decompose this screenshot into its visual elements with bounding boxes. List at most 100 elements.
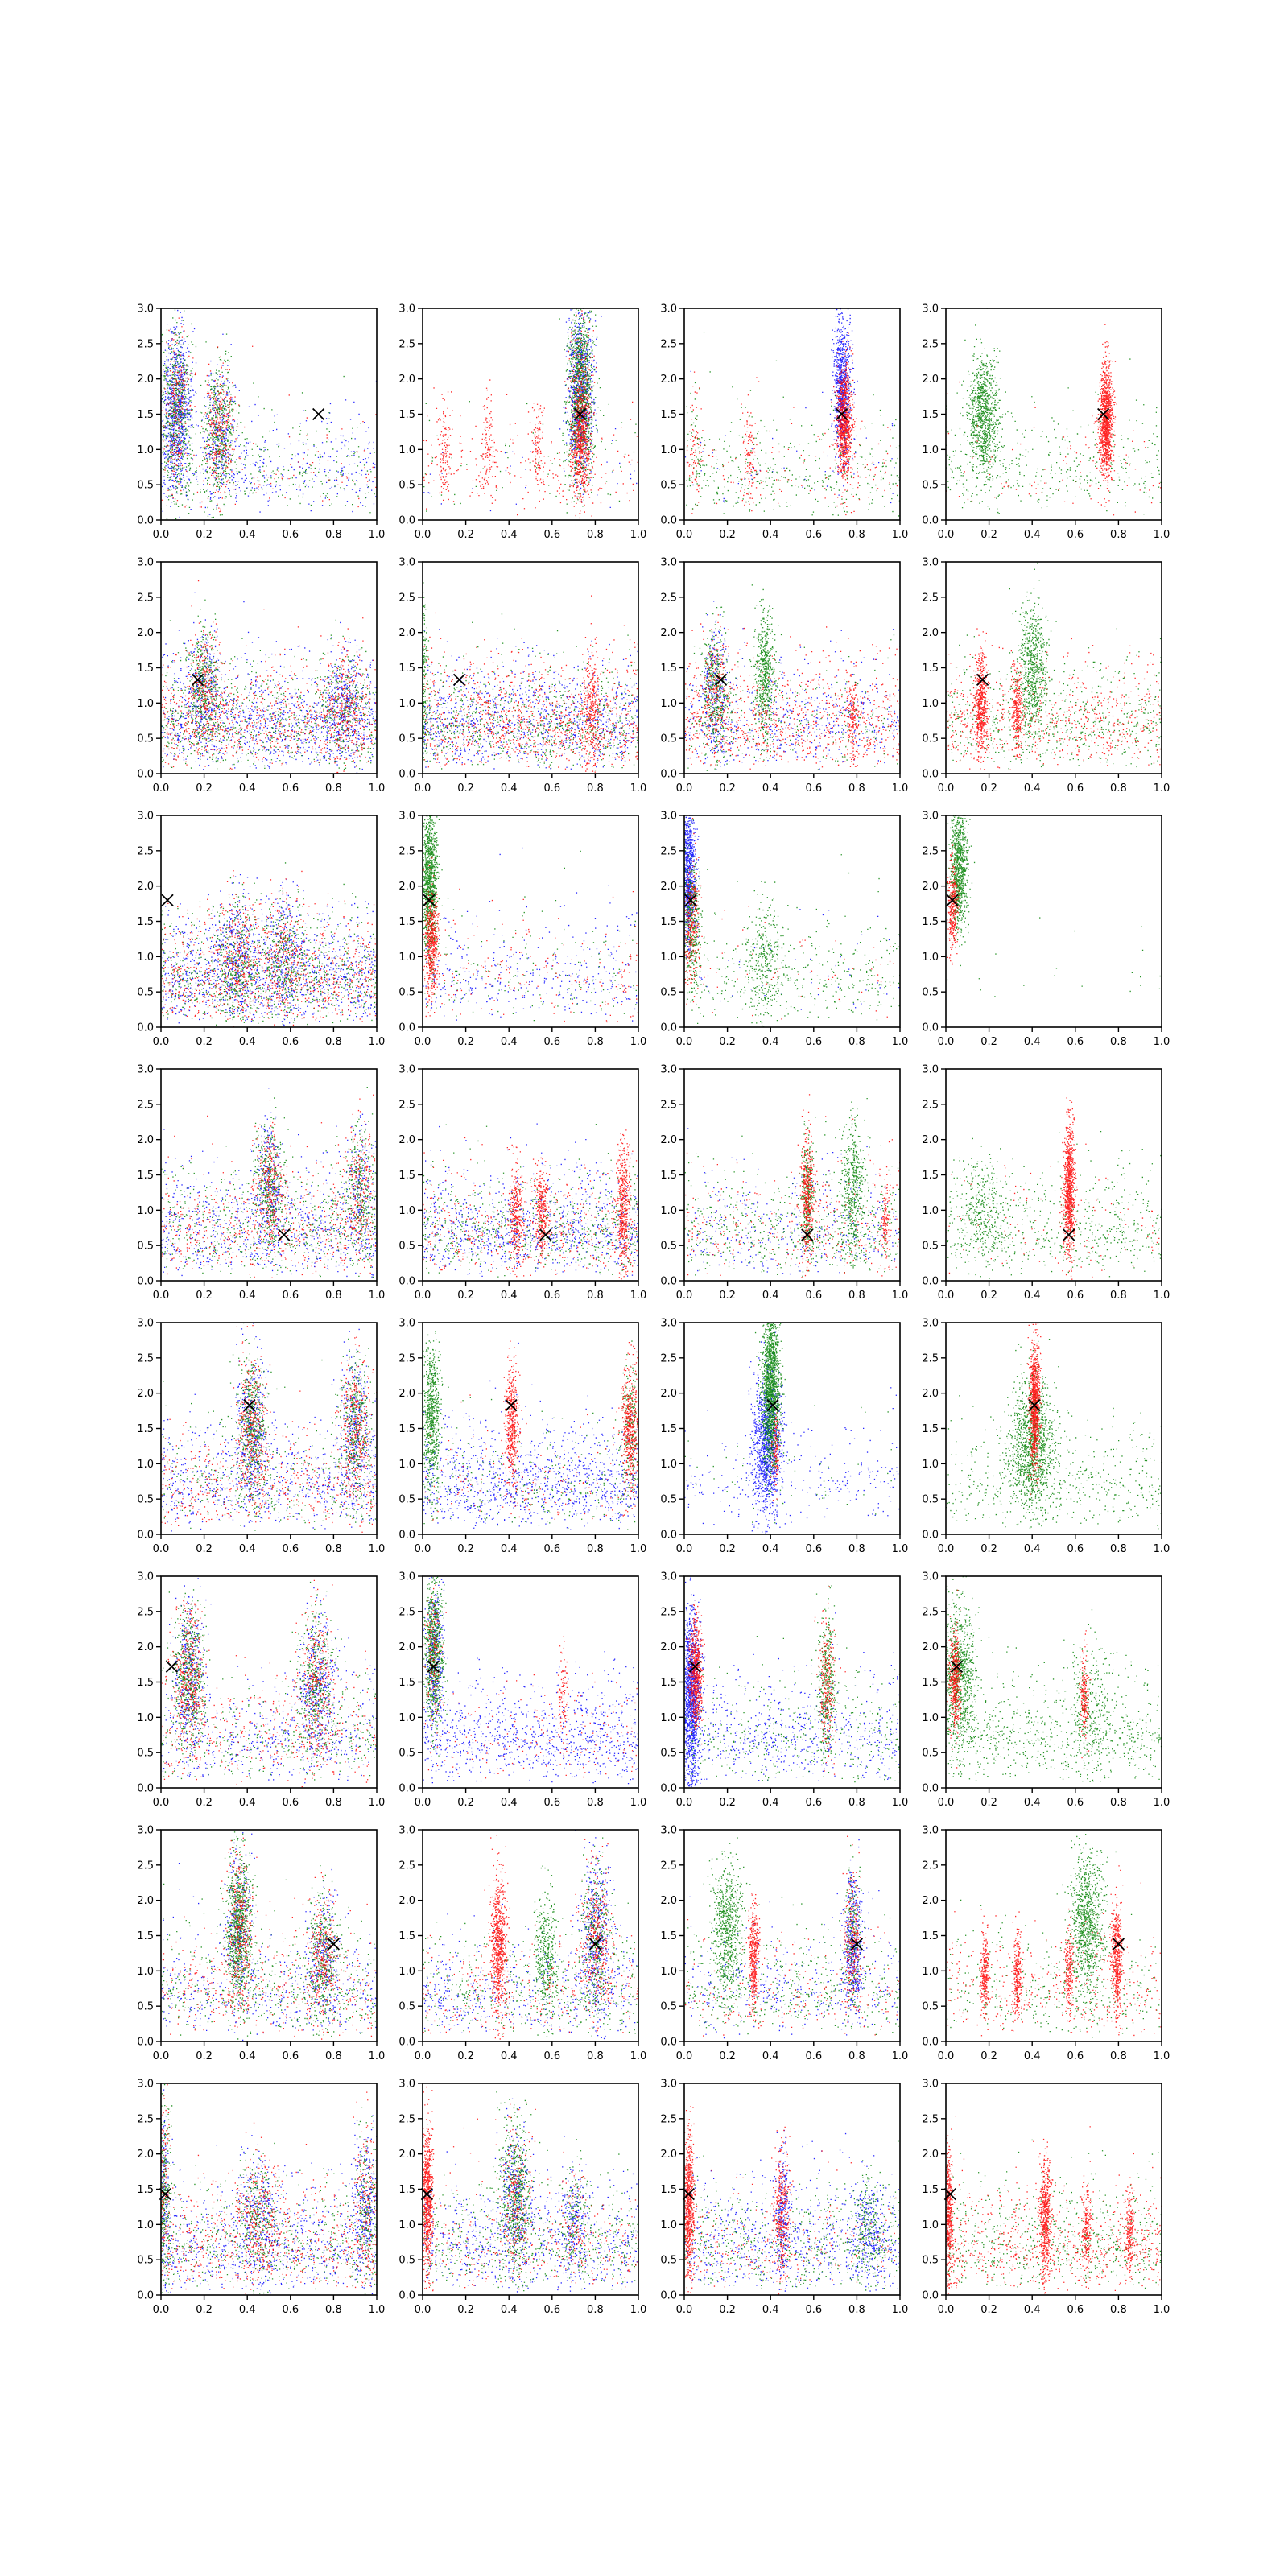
axes-frame: [161, 1830, 377, 2041]
y-tick-label: 3.0: [137, 1825, 154, 1837]
scatter-points: [684, 1253, 901, 1534]
y-tick-label: 2.5: [137, 592, 154, 604]
y-tick-label: 2.5: [660, 1099, 677, 1111]
y-tick-label: 3.0: [922, 811, 939, 823]
series-red: [162, 1838, 378, 2040]
x-tick-label: 0.8: [325, 2304, 342, 2316]
series-red: [162, 870, 378, 1026]
x-tick-label: 0.8: [587, 2050, 604, 2062]
x-tick-label: 0.8: [325, 2050, 342, 2062]
x-tick-label: 0.2: [196, 529, 213, 541]
x-tick-label: 0.6: [282, 1543, 299, 1555]
y-tick-label: 1.5: [660, 663, 677, 675]
x-tick-label: 0.0: [676, 1036, 693, 1048]
y-tick-label: 1.0: [660, 1712, 677, 1724]
y-tick-label: 2.5: [922, 1606, 939, 1618]
scatter-points: [685, 263, 901, 516]
y-tick-label: 2.0: [137, 2149, 154, 2161]
series-green: [162, 1575, 377, 1780]
target-marker: [244, 1400, 255, 1411]
scatter-points: [417, 1509, 639, 1784]
series-green: [423, 260, 637, 513]
y-tick-label: 2.5: [137, 1099, 154, 1111]
panel-r7-c1: 0.0 0.2 0.4 0.6 0.8 1.00.00.51.01.52.02.53.0: [137, 1786, 385, 2062]
y-tick-label: 1.5: [137, 1677, 154, 1689]
y-tick-label: 0.5: [137, 480, 154, 492]
x-tick-label: 0.4: [762, 1036, 779, 1048]
scatter-points: [423, 257, 639, 518]
x-tick-label: 0.2: [196, 1543, 213, 1555]
x-tick-label: 0.0: [415, 1036, 431, 1048]
x-tick-label: 0.8: [848, 1036, 865, 1048]
x-tick-label: 0.4: [1024, 2050, 1041, 2062]
y-tick-label: 3.0: [398, 1318, 415, 1330]
y-tick-label: 1.5: [922, 1423, 939, 1435]
x-tick-label: 0.4: [1024, 1543, 1041, 1555]
x-tick-label: 0.0: [938, 529, 955, 541]
y-tick-label: 0.0: [137, 1276, 154, 1288]
series-green: [162, 1786, 378, 2040]
x-tick-label: 0.6: [282, 782, 299, 795]
x-tick-label: 0.2: [719, 1543, 736, 1555]
y-tick-label: 0.0: [398, 1022, 415, 1034]
y-tick-label: 2.5: [922, 338, 939, 350]
panel-r4-c4: 0.0 0.2 0.4 0.6 0.8 1.00.00.51.01.52.02.53.0: [922, 1064, 1170, 1302]
y-tick-label: 1.5: [660, 916, 677, 928]
y-tick-label: 3.0: [137, 811, 154, 823]
x-tick-label: 0.2: [719, 2304, 736, 2316]
y-tick-label: 2.5: [398, 845, 415, 857]
x-tick-label: 0.6: [805, 2304, 822, 2316]
x-tick-label: 0.8: [587, 1797, 604, 1809]
y-tick-label: 1.5: [398, 1423, 415, 1435]
series-green: [417, 582, 640, 772]
y-tick-label: 1.5: [660, 1170, 677, 1182]
x-tick-label: 0.0: [415, 782, 431, 795]
x-tick-label: 1.0: [630, 1290, 647, 1302]
y-tick-label: 3.0: [660, 1825, 677, 1837]
x-tick-label: 0.4: [762, 1797, 779, 1809]
y-tick-label: 2.0: [137, 881, 154, 893]
x-tick-label: 0.4: [239, 2304, 256, 2316]
y-tick-label: 2.5: [398, 1352, 415, 1364]
scatter-points: [161, 862, 378, 1026]
y-tick-label: 2.0: [398, 881, 415, 893]
y-tick-label: 0.5: [922, 1241, 939, 1253]
x-tick-label: 0.4: [1024, 1797, 1041, 1809]
y-tick-label: 1.0: [137, 698, 154, 710]
series-blue: [162, 1322, 378, 1531]
y-tick-label: 1.0: [398, 444, 415, 456]
series-green: [946, 1820, 1160, 2037]
y-tick-label: 1.0: [398, 698, 415, 710]
x-tick-label: 0.6: [805, 2050, 822, 2062]
y-tick-label: 1.5: [398, 409, 415, 421]
x-tick-label: 0.0: [153, 1797, 170, 1809]
panel-r3-c1: 0.0 0.2 0.4 0.6 0.8 1.00.00.51.01.52.02.53.0: [137, 811, 385, 1049]
x-tick-label: 0.0: [415, 2304, 431, 2316]
x-tick-label: 1.0: [892, 1036, 909, 1048]
x-tick-label: 0.8: [587, 1290, 604, 1302]
y-tick-label: 2.5: [137, 2113, 154, 2125]
y-tick-label: 1.0: [137, 952, 154, 964]
series-green: [947, 1131, 1162, 1279]
x-tick-label: 0.0: [153, 1543, 170, 1555]
x-tick-label: 0.8: [587, 1036, 604, 1048]
y-tick-label: 0.5: [922, 480, 939, 492]
y-tick-label: 2.0: [137, 1388, 154, 1400]
panel-r5-c1: 0.0 0.2 0.4 0.6 0.8 1.00.00.51.01.52.02.53.0: [137, 1316, 385, 1555]
x-tick-label: 0.2: [719, 1036, 736, 1048]
x-tick-label: 0.4: [1024, 529, 1041, 541]
y-tick-label: 3.0: [137, 2079, 154, 2091]
panel-r4-c2: 0.0 0.2 0.4 0.6 0.8 1.00.00.51.01.52.02.53.0: [398, 1064, 646, 1302]
x-tick-label: 1.0: [369, 1036, 386, 1048]
x-tick-label: 0.2: [980, 529, 997, 541]
series-green: [684, 2140, 899, 2290]
x-tick-label: 0.0: [676, 1543, 693, 1555]
series-blue: [423, 848, 639, 1022]
x-tick-label: 0.6: [543, 782, 560, 795]
scatter-points: [162, 1786, 378, 2041]
y-tick-label: 2.0: [922, 374, 939, 386]
panel-r3-c3: 0.0 0.2 0.4 0.6 0.8 1.00.00.51.01.52.02.53.0: [660, 749, 908, 1048]
x-tick-label: 0.4: [762, 529, 779, 541]
y-tick-label: 2.0: [660, 374, 677, 386]
y-tick-label: 3.0: [398, 811, 415, 823]
